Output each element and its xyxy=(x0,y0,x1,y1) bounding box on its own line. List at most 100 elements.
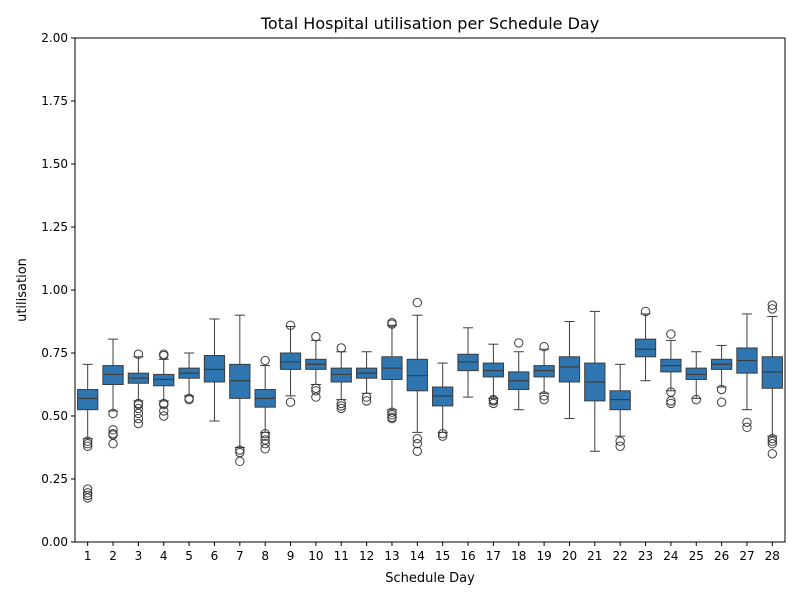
outlier-point xyxy=(133,408,144,419)
outlier-point xyxy=(539,394,549,405)
box-16 xyxy=(457,353,479,372)
box-14 xyxy=(406,358,428,392)
outlier-point xyxy=(260,355,270,366)
box-17 xyxy=(482,362,505,378)
outlier-point xyxy=(235,445,245,455)
outlier-point xyxy=(133,403,144,414)
outlier-point xyxy=(184,394,194,405)
box-20 xyxy=(558,356,581,383)
y-tick-label: 1.50 xyxy=(41,157,68,171)
x-tick-label: 21 xyxy=(587,549,602,563)
outlier-point xyxy=(82,490,93,501)
outlier-point xyxy=(82,441,93,451)
outlier-point xyxy=(539,342,549,352)
outlier-point xyxy=(488,398,499,409)
outlier-point xyxy=(615,436,625,446)
outlier-point xyxy=(159,411,169,421)
outlier-point xyxy=(159,399,169,410)
outlier-point xyxy=(159,350,169,361)
outlier-point xyxy=(412,297,423,308)
x-tick-label: 7 xyxy=(236,549,244,563)
plot-area: 0.000.250.500.751.001.251.501.752.001 2 3 4… xyxy=(41,31,786,563)
chart-title: Total Hospital utilisation per Schedule … xyxy=(260,14,599,33)
outlier-point xyxy=(387,407,397,417)
outlier-point xyxy=(336,401,346,411)
outlier-point xyxy=(767,433,778,444)
outlier-point xyxy=(361,396,372,406)
outlier-point xyxy=(691,394,701,405)
outlier-point xyxy=(311,331,321,342)
box-11 xyxy=(330,367,352,383)
outlier-point xyxy=(260,428,270,439)
outlier-point xyxy=(666,396,676,406)
outlier-point xyxy=(311,392,321,402)
x-tick-label: 3 xyxy=(135,549,143,563)
x-tick-label: 11 xyxy=(334,549,349,563)
outlier-point xyxy=(742,422,752,433)
outlier-point xyxy=(82,488,93,498)
outlier-point xyxy=(615,441,625,451)
outlier-point xyxy=(742,417,752,427)
outlier-point xyxy=(108,439,118,449)
outlier-point xyxy=(133,418,144,429)
box-28 xyxy=(761,356,783,389)
x-tick-label: 22 xyxy=(613,549,628,563)
outlier-point xyxy=(133,349,144,359)
box-4 xyxy=(153,373,175,387)
outlier-point xyxy=(260,439,270,449)
x-tick-label: 5 xyxy=(185,549,193,563)
x-tick-label: 12 xyxy=(359,549,374,563)
outlier-point xyxy=(767,436,778,446)
outlier-point xyxy=(412,433,423,444)
outlier-point xyxy=(767,449,778,459)
x-tick-label: 26 xyxy=(714,549,729,563)
box-2 xyxy=(102,365,124,386)
outlier-point xyxy=(285,320,296,330)
x-tick-label: 1 xyxy=(84,549,92,563)
box-25 xyxy=(685,367,707,380)
y-tick-label: 0.00 xyxy=(41,535,68,549)
x-tick-label: 14 xyxy=(410,549,425,563)
x-axis-label: Schedule Day xyxy=(385,571,475,586)
outlier-point xyxy=(235,456,245,467)
outlier-point xyxy=(412,446,423,456)
outlier-point xyxy=(437,428,448,439)
x-tick-label: 25 xyxy=(689,549,704,563)
outlier-point xyxy=(260,431,270,441)
x-tick-label: 27 xyxy=(739,549,754,563)
x-tick-label: 2 xyxy=(109,549,117,563)
x-tick-label: 4 xyxy=(160,549,168,563)
x-tick-label: 17 xyxy=(486,549,501,563)
x-tick-label: 10 xyxy=(308,549,323,563)
outlier-point xyxy=(361,392,372,402)
outlier-point xyxy=(767,304,778,314)
outlier-point xyxy=(108,425,118,435)
x-tick-label: 23 xyxy=(638,549,653,563)
outlier-point xyxy=(336,343,346,353)
x-tick-label: 13 xyxy=(384,549,399,563)
outlier-point xyxy=(82,493,93,503)
box-9 xyxy=(279,352,302,370)
outlier-point xyxy=(666,398,676,409)
outlier-point xyxy=(336,398,346,409)
box-19 xyxy=(533,365,555,378)
y-tick-label: 0.25 xyxy=(41,472,68,486)
x-tick-label: 28 xyxy=(765,549,780,563)
box-1 xyxy=(77,389,99,411)
x-tick-label: 9 xyxy=(287,549,295,563)
outlier-point xyxy=(108,408,118,419)
outlier-point xyxy=(488,396,499,406)
x-tick-label: 15 xyxy=(435,549,450,563)
x-tick-label: 6 xyxy=(211,549,219,563)
outlier-point xyxy=(387,319,397,329)
y-tick-label: 2.00 xyxy=(41,31,68,45)
outlier-point xyxy=(336,403,346,414)
outlier-point xyxy=(767,439,778,449)
outlier-point xyxy=(666,329,676,339)
y-tick-label: 0.50 xyxy=(41,409,68,423)
box-7 xyxy=(229,363,251,399)
outlier-point xyxy=(412,439,423,449)
outlier-point xyxy=(539,391,549,401)
box-6 xyxy=(203,355,226,383)
outlier-point xyxy=(311,386,321,396)
